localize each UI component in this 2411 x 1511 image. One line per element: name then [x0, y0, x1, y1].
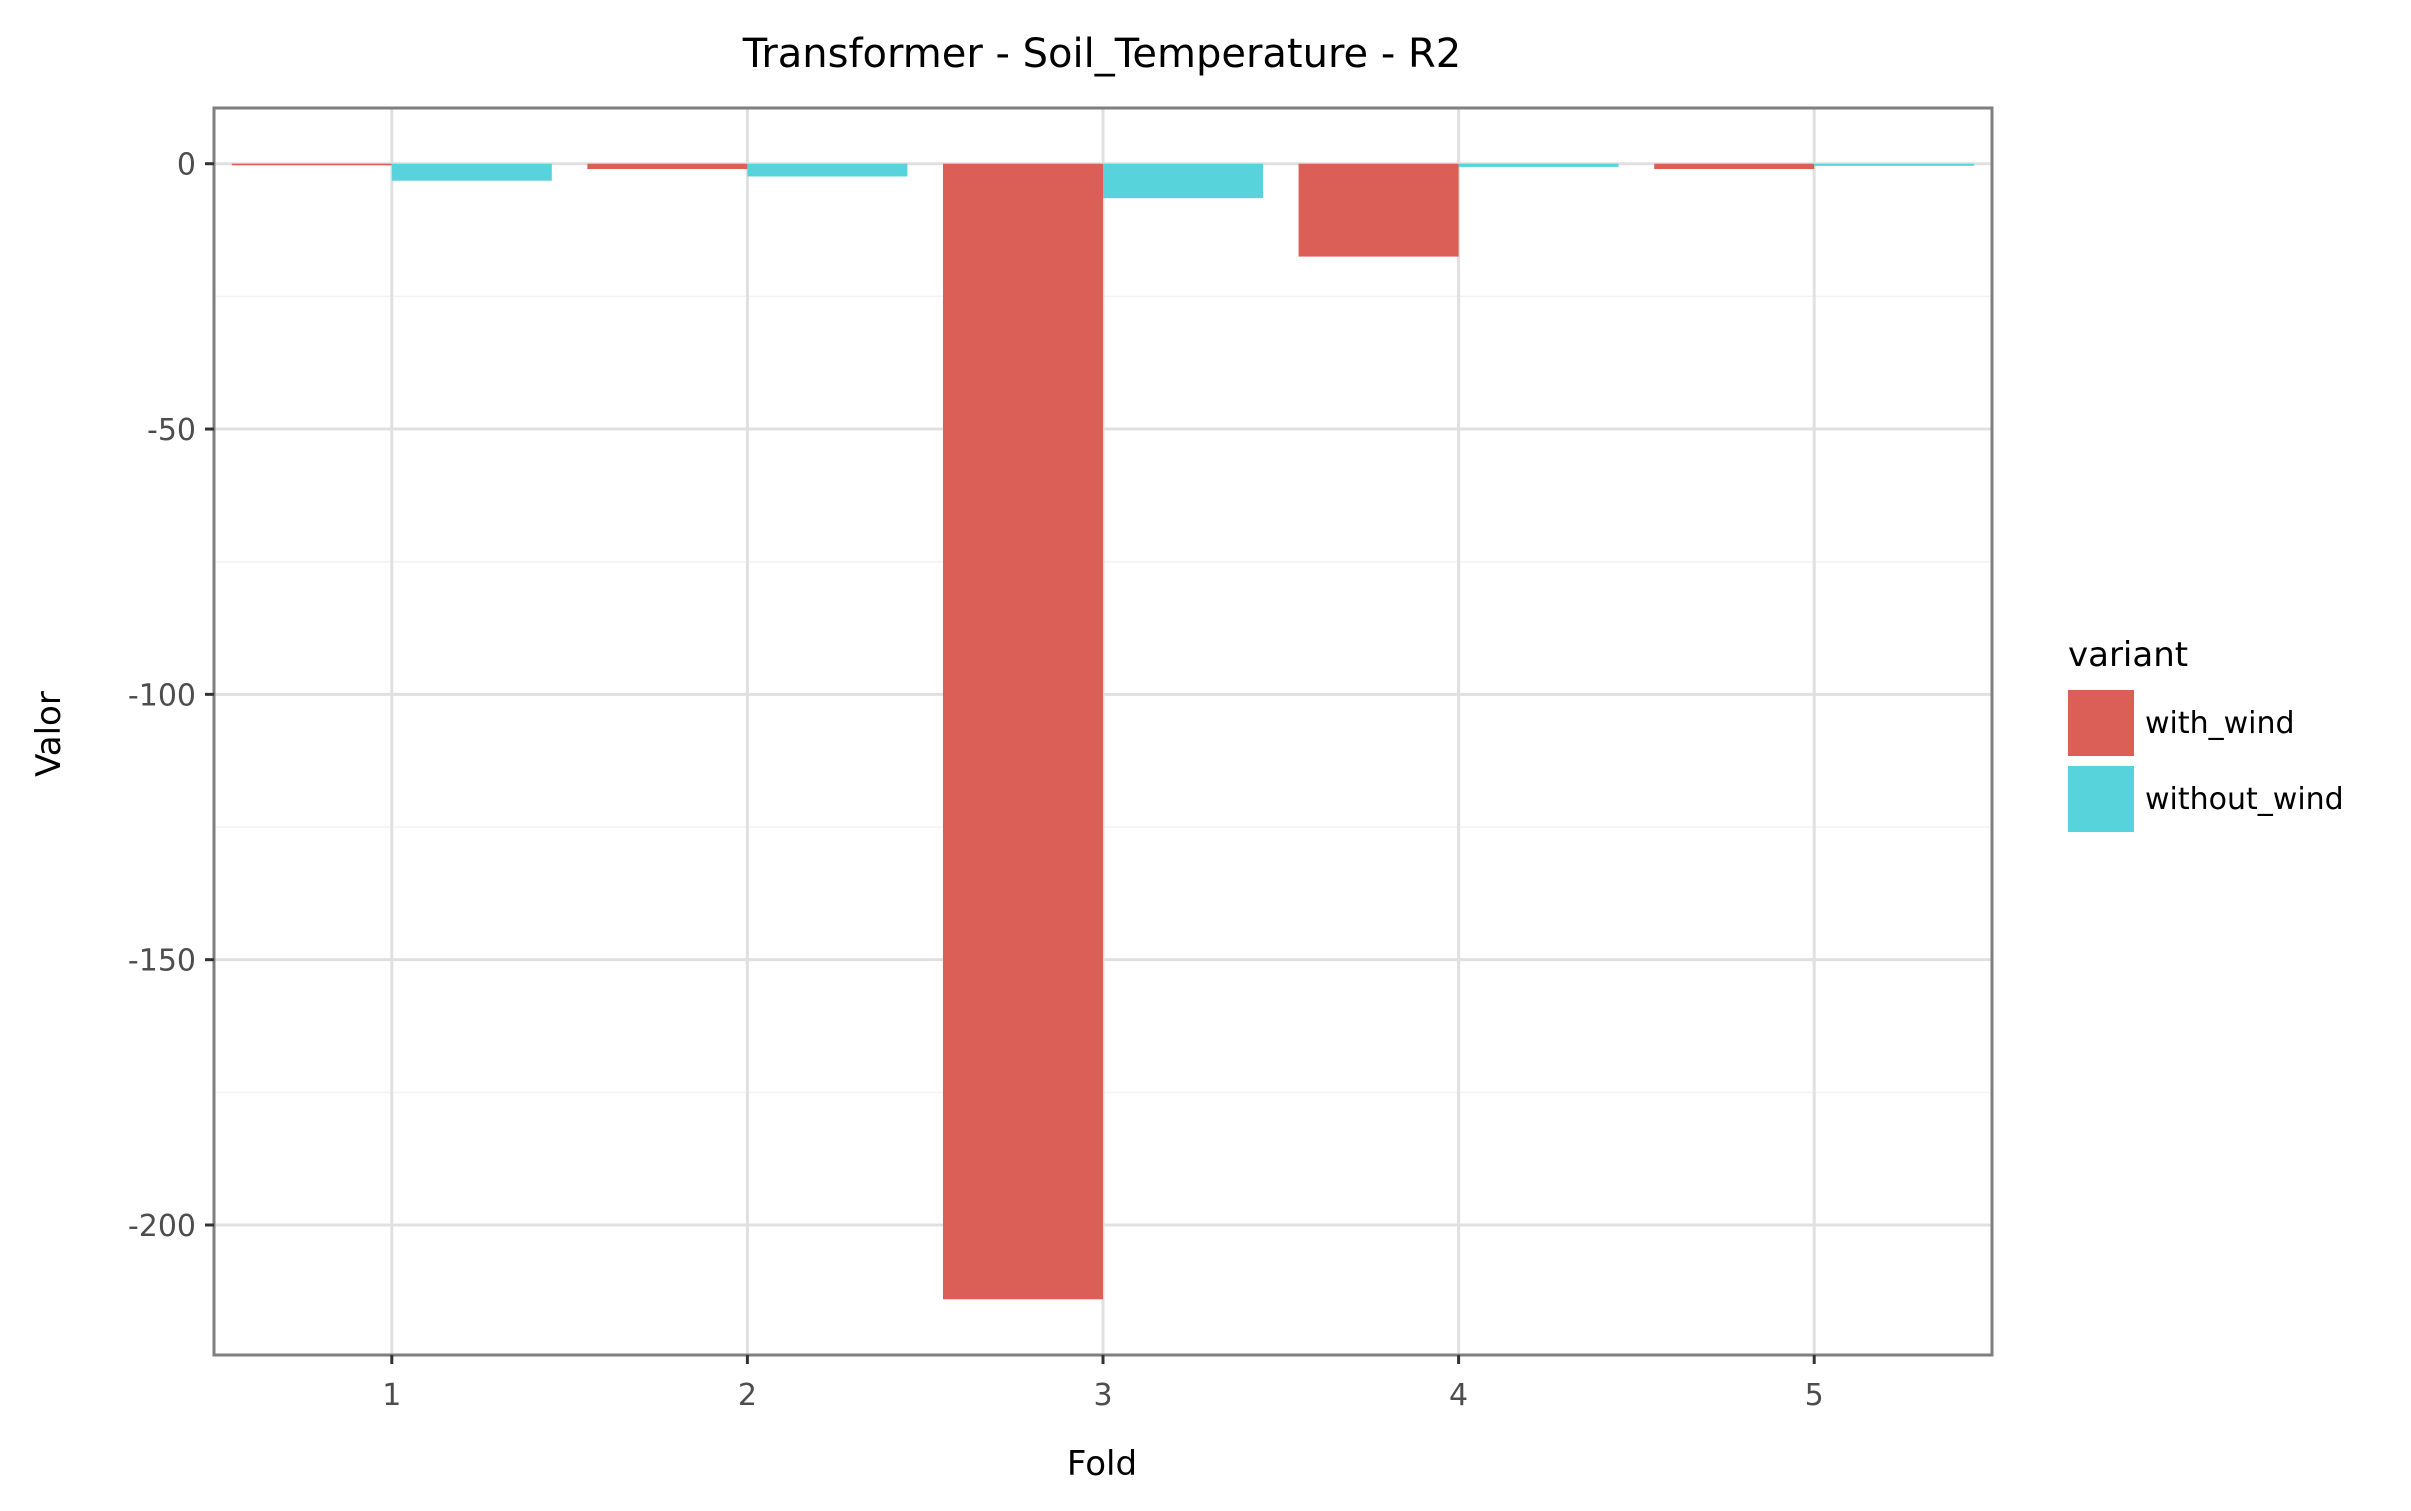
y-tick-label: -150 — [128, 944, 196, 979]
y-axis-title: Valor — [29, 691, 69, 777]
bar-without-wind-fold-5 — [1814, 163, 1975, 166]
bar-with-wind-fold-4 — [1298, 163, 1459, 257]
bar-with-wind-fold-1 — [231, 163, 392, 166]
x-tick-label: 2 — [738, 1378, 757, 1413]
legend-key-with-wind — [2068, 690, 2134, 756]
legend-label-without-wind: without_wind — [2145, 782, 2344, 817]
legend-label-with-wind: with_wind — [2145, 706, 2295, 741]
y-tick-label: 0 — [177, 148, 196, 183]
bar-with-wind-fold-3 — [942, 163, 1103, 1300]
y-tick-label: -200 — [128, 1209, 196, 1244]
y-tick-label: -50 — [147, 413, 196, 448]
legend-key-without-wind — [2068, 766, 2134, 832]
chart-title: Transformer - Soil_Temperature - R2 — [742, 31, 1461, 77]
bar-without-wind-fold-2 — [747, 163, 908, 177]
bar-without-wind-fold-4 — [1458, 163, 1619, 167]
legend-title: variant — [2068, 635, 2188, 675]
bar-without-wind-fold-1 — [391, 163, 552, 181]
x-axis-title: Fold — [1067, 1444, 1137, 1484]
plot-area: 0 -50 -100 -150 -200 1 2 3 4 5 — [128, 106, 1994, 1413]
x-tick-label: 5 — [1805, 1378, 1824, 1413]
x-tick-label: 3 — [1093, 1378, 1112, 1413]
x-tick-label: 1 — [382, 1378, 401, 1413]
bar-with-wind-fold-5 — [1654, 163, 1815, 170]
bar-with-wind-fold-2 — [587, 163, 748, 170]
y-tick-label: -100 — [128, 678, 196, 713]
x-tick-label: 4 — [1449, 1378, 1468, 1413]
bar-without-wind-fold-3 — [1103, 163, 1264, 199]
legend: variant with_wind without_wind — [2068, 635, 2344, 832]
